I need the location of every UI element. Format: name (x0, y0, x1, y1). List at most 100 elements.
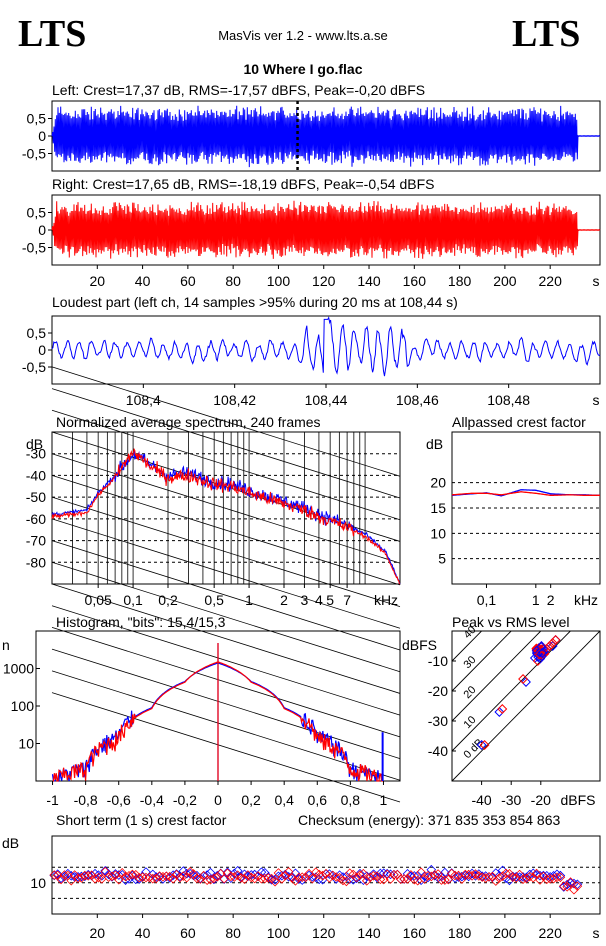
crest-point (538, 871, 549, 882)
spectrum-slope-line (51, 518, 401, 629)
peak-rms-diagonal (451, 630, 571, 752)
crest-point (497, 865, 508, 876)
crest-point (307, 873, 318, 884)
crest-point (130, 869, 141, 880)
right-xtick-label: 100 (267, 273, 291, 289)
right-xtick-label: 160 (403, 273, 427, 289)
spectrum-slope-line (51, 561, 401, 673)
crest-point (508, 871, 518, 882)
spectrum-slope-line (51, 453, 401, 564)
crest-point (209, 873, 219, 884)
crest-point (113, 874, 124, 885)
crest-title: Short term (1 s) crest factor (56, 812, 227, 828)
spectrum-xtick-label: 0,2 (158, 592, 178, 608)
right-xtick-label: 180 (448, 273, 472, 289)
loudest-xtick-label: 108,44 (305, 392, 348, 408)
crest-checksum: Checksum (energy): 371 835 353 854 863 (298, 812, 560, 828)
crest-point (212, 870, 223, 881)
spectrum-slope-line (51, 475, 401, 586)
allpass-ytick-label: 20 (430, 475, 446, 491)
crest-point (222, 868, 233, 879)
crest-point (147, 873, 158, 884)
crest-point (399, 874, 409, 884)
crest-point (470, 870, 481, 881)
crest-point (433, 869, 443, 879)
crest-point (100, 865, 111, 876)
spectrum-xtick-label: 7 (343, 592, 351, 608)
crest-point (365, 872, 375, 883)
crest-xtick-label: 180 (448, 925, 472, 941)
spectrum-ytick-label: -50 (26, 489, 46, 505)
crest-point (188, 869, 199, 879)
crest-xtick-label: 200 (493, 925, 517, 941)
crest-point (572, 881, 583, 891)
crest-point (412, 870, 423, 881)
crest-point (63, 868, 73, 879)
crest-point (436, 871, 447, 882)
loudest-xtick-label: 108,4 (126, 392, 161, 408)
loudest-ytick-label: 0,5 (27, 325, 47, 341)
peak-rms-point (518, 674, 528, 684)
left-ytick-label: 0,5 (27, 111, 47, 127)
spectrum-xtick-label: 5 (326, 592, 334, 608)
crest-point (504, 869, 515, 879)
peak-rms-ytick-label: -40 (428, 743, 448, 759)
crest-point (229, 868, 240, 879)
allpass-ytick-label: 5 (438, 551, 446, 567)
crest-point (558, 882, 569, 892)
spectrum-series-line (51, 450, 401, 585)
crest-x-unit: s (593, 925, 600, 941)
crest-point (555, 870, 566, 881)
spectrum-slope-line (51, 583, 401, 694)
crest-point (263, 872, 274, 882)
crest-point (321, 868, 331, 879)
peak-rms-ylabel: dBFS (402, 637, 437, 653)
spectrum-xtick-label: 1 (245, 592, 253, 608)
peak-rms-point (497, 704, 508, 714)
spectrum-ytick-label: -40 (26, 467, 46, 483)
right-ytick-label: 0 (38, 222, 46, 238)
peak-rms-diagonal (451, 630, 601, 782)
crest-point (453, 870, 464, 881)
right-x-unit: s (593, 273, 600, 289)
crest-point (355, 868, 365, 879)
crest-point (181, 872, 192, 883)
crest-point (494, 873, 505, 883)
crest-point (195, 873, 206, 884)
spectrum-x-unit: kHz (374, 592, 398, 608)
spectrum-xtick-label: 3 (301, 592, 309, 608)
peak-rms-point (547, 638, 558, 648)
peak-rms-diagonal (451, 630, 482, 662)
spectrum-slope-line (51, 627, 401, 738)
crest-point (171, 869, 182, 880)
crest-point (419, 874, 430, 884)
allpass-xtick-label: 0,1 (477, 592, 497, 608)
crest-point (569, 884, 579, 895)
crest-point (273, 868, 284, 878)
crest-xtick-label: 140 (357, 925, 381, 941)
spectrum-slope-line (51, 366, 401, 477)
crest-point (253, 871, 263, 881)
histogram-xtick-label: 0 (214, 792, 222, 808)
peak-rms-frame (451, 630, 601, 782)
crest-point (175, 872, 185, 883)
spectrum-xtick-label: 2 (280, 592, 288, 608)
peak-rms-diagonal-label: 20 (461, 684, 478, 701)
crest-point (402, 874, 413, 884)
loudest-ytick-label: 0 (38, 342, 46, 358)
crest-point (372, 871, 382, 881)
crest-point (487, 871, 498, 882)
crest-point (341, 871, 352, 882)
crest-point (205, 867, 216, 878)
crest-point (300, 872, 311, 883)
crest-point (239, 874, 250, 884)
crest-point (297, 872, 308, 882)
peak-rms-point (494, 707, 505, 717)
crest-point (389, 869, 399, 880)
histogram-xtick-label: 0,2 (241, 792, 261, 808)
crest-point (385, 874, 396, 884)
histogram-xtick-label: -0,8 (74, 792, 98, 808)
crest-point (178, 866, 189, 876)
crest-point (222, 867, 233, 878)
crest-point (266, 874, 277, 885)
